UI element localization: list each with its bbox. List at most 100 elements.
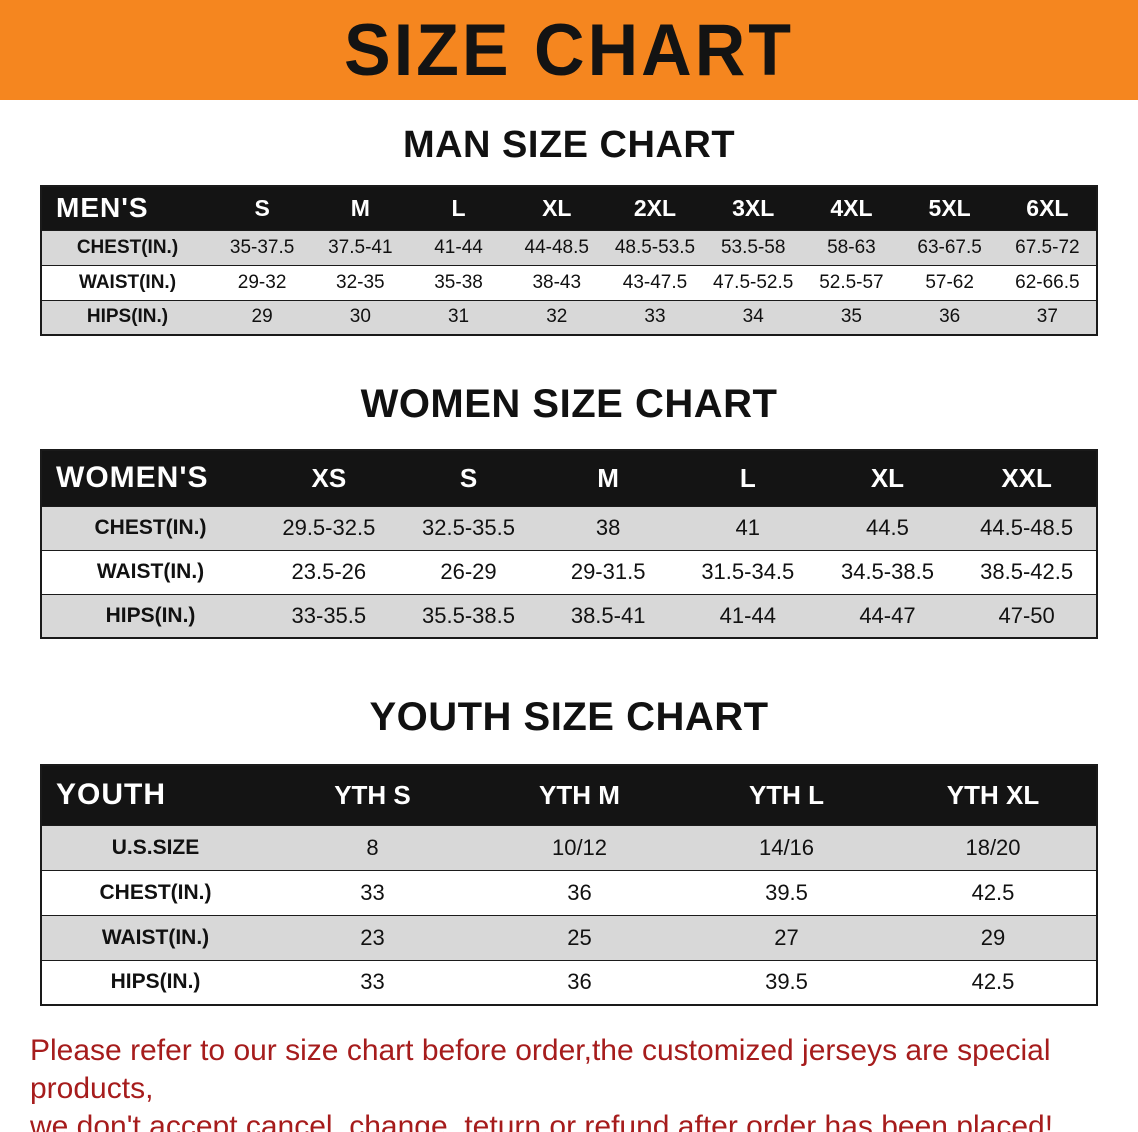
measurement-value: 43-47.5 xyxy=(622,271,688,293)
measurement-value: 39.5 xyxy=(765,969,808,995)
table-head: WOMEN'S XS S M L XL XXL xyxy=(41,450,1097,506)
measurement-value: 41-44 xyxy=(719,602,776,628)
measurement-value: 30 xyxy=(349,306,371,328)
size-column-header: XL xyxy=(870,462,905,493)
measurement-value: 32-35 xyxy=(336,271,385,293)
measurement-value: 26-29 xyxy=(440,559,497,584)
measurement-value: 29.5-32.5 xyxy=(282,515,376,540)
disclaimer-line-2: we don't accept cancel, change, teturn o… xyxy=(30,1110,1054,1132)
measurement-value: 41 xyxy=(735,515,761,540)
size-column-header: 3XL xyxy=(732,194,775,221)
measurement-value: 23.5-26 xyxy=(291,559,367,584)
measurement-value: 33 xyxy=(644,306,666,328)
measurement-value: 14/16 xyxy=(758,834,815,860)
measurement-value: 37 xyxy=(1036,306,1058,328)
youth-size-table: YOUTH YTH S YTH M YTH L YTH XL U.S.SIZE 8 10/12… xyxy=(40,764,1098,1006)
size-header-row: MEN'S S M L XL 2XL 3XL 4XL 5XL 6XL xyxy=(41,186,1097,230)
measurement-value: 36 xyxy=(939,306,961,328)
measurement-value: 35-38 xyxy=(434,271,483,293)
measurement-value: 44.5-48.5 xyxy=(980,515,1074,540)
table-corner-label: WOMEN'S xyxy=(56,461,209,495)
women-section-heading: WOMEN SIZE CHART xyxy=(360,382,778,426)
measurement-value: 44.5 xyxy=(866,515,909,540)
size-column-header: S xyxy=(459,462,478,493)
measurement-value: 62-66.5 xyxy=(1015,271,1080,293)
measurement-value: 38 xyxy=(595,515,621,540)
size-charts-content: MAN SIZE CHART MEN'S S M L XL 2XL 3XL 4XL 5XL 6XL… xyxy=(40,124,1098,1006)
measurement-value: 42.5 xyxy=(971,879,1015,905)
measurement-row: CHEST(IN.) 29.5-32.5 32.5-35.5 38 41 44.5 44.5… xyxy=(41,506,1097,550)
measurement-value: 33-35.5 xyxy=(291,602,367,628)
measurement-value: 35.5-38.5 xyxy=(422,602,515,628)
measurement-value: 27 xyxy=(774,924,799,950)
measurement-value: 29-32 xyxy=(237,271,287,293)
measurement-value: 32.5-35.5 xyxy=(422,515,515,540)
size-column-header: 5XL xyxy=(928,194,971,221)
measurement-value: 32 xyxy=(546,306,568,328)
size-column-header: S xyxy=(254,194,270,221)
size-column-header: 4XL xyxy=(830,194,873,221)
table-body: CHEST(IN.) 35-37.5 37.5-41 41-44 44-48.5 48.5… xyxy=(41,230,1097,335)
measurement-value: 67.5-72 xyxy=(1015,236,1080,258)
measurement-row: WAIST(IN.) 23.5-26 26-29 29-31.5 31.5-34.5 34… xyxy=(41,550,1097,594)
measurement-label: CHEST(IN.) xyxy=(94,516,207,539)
measurement-value: 25 xyxy=(567,924,592,950)
measurement-value: 52.5-57 xyxy=(819,271,884,293)
measurement-value: 36 xyxy=(567,969,592,995)
size-column-header: 6XL xyxy=(1026,194,1069,221)
measurement-value: 10/12 xyxy=(551,834,608,860)
men-size-table: MEN'S S M L XL 2XL 3XL 4XL 5XL 6XL CHEST(IN.) 35-37… xyxy=(40,185,1098,336)
table-corner-label: YOUTH xyxy=(56,778,166,812)
measurement-value: 42.5 xyxy=(971,969,1015,995)
measurement-value: 33 xyxy=(360,969,385,995)
size-column-header: YTH S xyxy=(334,779,411,810)
measurement-value: 29 xyxy=(980,924,1006,950)
measurement-value: 18/20 xyxy=(965,834,1021,860)
measurement-value: 57-62 xyxy=(925,271,974,293)
measurement-value: 36 xyxy=(567,879,592,905)
measurement-value: 47-50 xyxy=(998,602,1055,628)
measurement-label: HIPS(IN.) xyxy=(110,970,201,994)
disclaimer-line-1: Please refer to our size chart before or… xyxy=(30,1034,1051,1105)
measurement-value: 38.5-42.5 xyxy=(980,559,1074,584)
measurement-value: 37.5-41 xyxy=(328,236,393,258)
women-size-chart-section: WOMEN SIZE CHART WOMEN'S XS S M L XL XXL CHEST(… xyxy=(40,382,1098,639)
measurement-value: 39.5 xyxy=(765,879,808,905)
measurement-row: WAIST(IN.) 23 25 27 29 xyxy=(41,915,1097,960)
size-column-header: YTH L xyxy=(748,779,825,810)
measurement-row: HIPS(IN.) 33-35.5 35.5-38.5 38.5-41 41-44 44-… xyxy=(41,594,1097,638)
measurement-value: 53.5-58 xyxy=(720,236,786,258)
measurement-row: CHEST(IN.) 33 36 39.5 42.5 xyxy=(41,870,1097,915)
measurement-value: 8 xyxy=(366,834,379,860)
measurement-row: CHEST(IN.) 35-37.5 37.5-41 41-44 44-48.5 48.5… xyxy=(41,230,1097,265)
measurement-value: 34 xyxy=(742,306,764,328)
size-column-header: YTH M xyxy=(539,779,620,810)
measurement-label: HIPS(IN.) xyxy=(105,603,196,627)
size-column-header: XS xyxy=(311,462,347,493)
size-column-header: M xyxy=(597,462,619,493)
measurement-value: 38-43 xyxy=(532,271,582,293)
measurement-label: WAIST(IN.) xyxy=(78,271,177,293)
measurement-value: 47.5-52.5 xyxy=(713,271,794,293)
measurement-value: 41-44 xyxy=(434,236,483,258)
size-header-row: YOUTH YTH S YTH M YTH L YTH XL xyxy=(41,765,1097,825)
measurement-label: WAIST(IN.) xyxy=(101,925,210,949)
table-head: YOUTH YTH S YTH M YTH L YTH XL xyxy=(41,765,1097,825)
size-header-row: WOMEN'S XS S M L XL XXL xyxy=(41,450,1097,506)
measurement-row: HIPS(IN.) 33 36 39.5 42.5 xyxy=(41,960,1097,1005)
measurement-label: WAIST(IN.) xyxy=(96,560,205,583)
measurement-value: 31.5-34.5 xyxy=(701,559,795,584)
measurement-label: HIPS(IN.) xyxy=(86,306,169,328)
disclaimer: Please refer to our size chart before or… xyxy=(0,1032,1138,1132)
measurement-row: U.S.SIZE 8 10/12 14/16 18/20 xyxy=(41,825,1097,870)
measurement-value: 38.5-41 xyxy=(570,602,646,628)
youth-size-chart-section: YOUTH SIZE CHART YOUTH YTH S YTH M YTH L YTH… xyxy=(40,695,1098,1006)
measurement-value: 44-48.5 xyxy=(524,236,589,258)
men-section-heading: MAN SIZE CHART xyxy=(402,124,736,166)
measurement-label: CHEST(IN.) xyxy=(76,236,179,258)
measurement-value: 44-47 xyxy=(859,602,916,628)
table-body: U.S.SIZE 8 10/12 14/16 18/20 CHEST(IN.) 33 36 39… xyxy=(41,825,1097,1005)
size-column-header: XXL xyxy=(1001,462,1052,493)
size-column-header: XL xyxy=(542,194,572,221)
